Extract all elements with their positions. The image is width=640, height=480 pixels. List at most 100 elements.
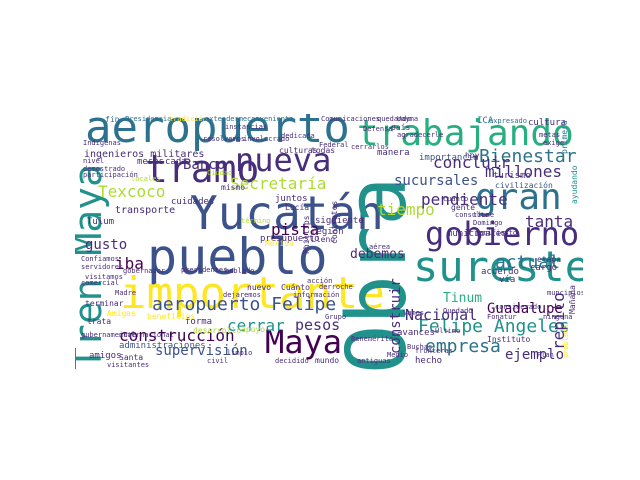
cloud-word: presupuesto [260, 234, 320, 244]
cloud-word: cada [165, 157, 187, 167]
cloud-word: Buchas [407, 343, 433, 351]
cloud-word: administraciones [119, 341, 206, 351]
cloud-word: gobierno [425, 215, 580, 253]
cloud-word: iba [115, 254, 144, 273]
cloud-word: actual [495, 252, 561, 273]
cloud-word: ninguna [543, 313, 573, 321]
cloud-word: municipales [447, 229, 507, 239]
cloud-word: aeropuerto Felipe [152, 294, 337, 315]
cloud-word: metas [539, 131, 561, 139]
cloud-word: Maya [265, 323, 343, 361]
cloud-word: fin [105, 115, 120, 124]
cloud-word: civil [207, 357, 229, 365]
cloud-word: Instituto [487, 335, 531, 344]
cloud-word: transporte [115, 205, 176, 216]
cloud-word: expresado [489, 117, 527, 125]
cloud-word: Guadalupe [487, 301, 563, 317]
cloud-word: gubernamental [81, 331, 136, 339]
cloud-word: ICA [477, 116, 494, 126]
cloud-word: resolvemos [203, 135, 246, 143]
cloud-word: presidentes [181, 266, 228, 274]
cloud-word: Domingo [473, 219, 503, 227]
cloud-word: Nacional [405, 306, 478, 324]
cloud-word: mundo [315, 356, 340, 365]
cloud-word: terminar [85, 299, 124, 308]
cloud-word: empresa [425, 336, 501, 357]
cloud-word: pueblo [147, 228, 328, 286]
cloud-word: debemos [350, 247, 405, 262]
cloud-word: importancia [419, 153, 479, 163]
cloud-word: etapa [537, 255, 562, 264]
cloud-word: locales [131, 175, 161, 183]
cloud-word: gente [451, 203, 476, 212]
cloud-word: manera [377, 148, 410, 158]
cloud-word: cuidades [171, 197, 215, 207]
cloud-word: Tinum [443, 291, 483, 306]
cloud-word: tiempo [377, 200, 435, 219]
cloud-word: aérea [369, 243, 391, 251]
cloud-word: Mérida [265, 239, 294, 248]
cloud-word: meses [137, 157, 165, 167]
cloud-word: Madre [115, 289, 137, 297]
cloud-word: Vamos [403, 309, 425, 317]
cloud-word: Ciudad [207, 169, 233, 177]
cloud-word: visitantes [107, 361, 150, 369]
cloud-word: desarrollo [193, 326, 242, 335]
cloud-word: turismo [493, 171, 531, 181]
cloud-word: pista [271, 220, 320, 239]
cloud-word: término [241, 217, 271, 225]
cloud-word: manifiesto [475, 229, 518, 237]
cloud-word: país [391, 123, 411, 132]
cloud-word: información [293, 291, 340, 299]
cloud-word: antiguas [357, 357, 391, 365]
cloud-word: quedando [377, 115, 411, 123]
cloud-word: acción [307, 277, 333, 285]
cloud-word: Comunicaciones [321, 115, 381, 123]
cloud-word: agradecerle [397, 131, 444, 139]
cloud-word: supervisión [155, 343, 248, 359]
cloud-word: Medio [387, 351, 409, 359]
cloud-word: juntos [275, 194, 308, 204]
cloud-word: trabajando [357, 114, 574, 154]
cloud-word: tiene [473, 211, 495, 219]
cloud-word: aeropuerto [85, 114, 350, 153]
cloud-word: Defensa [363, 125, 393, 133]
cloud-word: internacional [119, 331, 174, 339]
cloud-word: Tulum [87, 217, 115, 227]
cloud-word: derroche [319, 283, 353, 291]
cloud-word: hoy [465, 151, 480, 160]
cloud-word: cargo [530, 263, 558, 273]
cloud-word: considerado [495, 303, 542, 311]
cloud-word: Lucía [285, 203, 310, 212]
cloud-word: trata [87, 317, 112, 326]
cloud-word: problema [562, 324, 570, 358]
cloud-word: Federal [319, 141, 349, 149]
cloud-word: ingenieros militares [84, 149, 205, 160]
cloud-word: civilización [495, 181, 553, 190]
cloud-word: pendiente [421, 190, 508, 209]
cloud-word: Confiamos [81, 255, 119, 263]
cloud-word: siguiente [315, 216, 364, 226]
cloud-word: Grupo [325, 313, 347, 321]
cloud-word: limpio [227, 349, 253, 357]
cloud-word: millones [485, 162, 563, 181]
cloud-word: ejemplo [505, 347, 565, 363]
cloud-word: mismo [221, 183, 246, 192]
cloud-word: importante [120, 268, 385, 319]
cloud-word: comercial [81, 279, 119, 287]
cloud-word: vía [499, 275, 516, 285]
cloud-word: fronteras [415, 347, 453, 355]
cloud-word: cerrar [227, 316, 285, 335]
cloud-word: Uayma [397, 115, 419, 123]
cloud-word: extenderme [205, 115, 248, 123]
cloud-word: Felipe Angeles [418, 316, 570, 337]
cloud-word: nivel [83, 157, 105, 165]
cloud-word: Amigas [107, 309, 136, 318]
cloud-word: acuerdo [481, 267, 519, 277]
cloud-word: Banco [183, 157, 226, 173]
cloud-word: decidido [275, 357, 309, 365]
cloud-word: conveniente [247, 115, 294, 123]
cloud-word: construcción [119, 326, 235, 345]
cloud-word: gobernador [123, 267, 166, 275]
cloud-word: hecho [415, 356, 443, 366]
